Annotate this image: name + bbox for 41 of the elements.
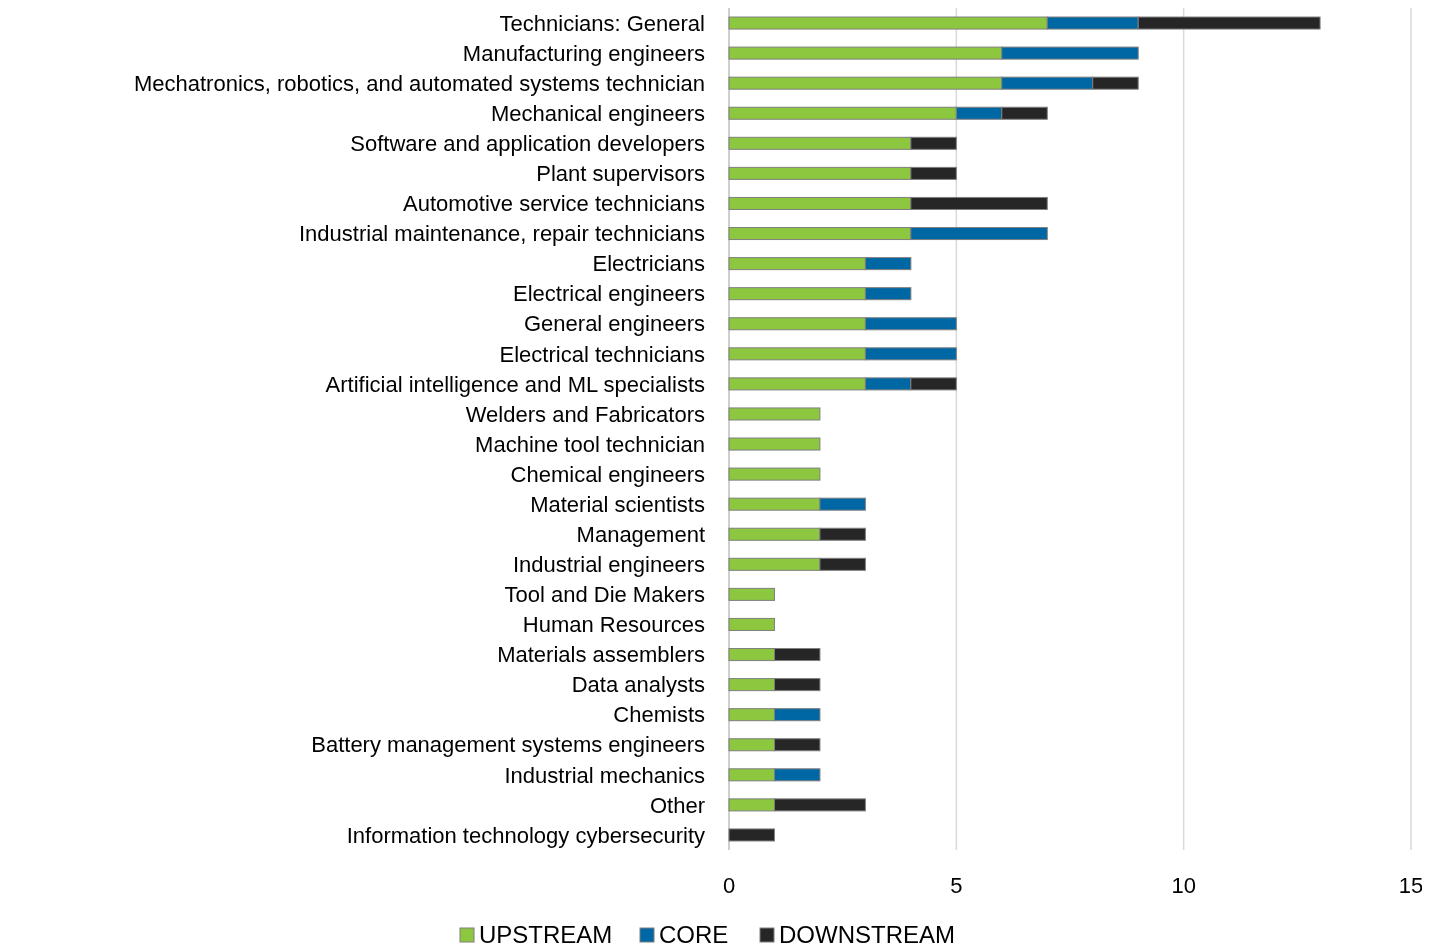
x-tick-label: 5 [950,872,963,898]
y-tick-label: Other [649,792,705,818]
y-tick-label: Chemical engineers [510,461,705,487]
x-tick-label: 0 [722,872,736,898]
y-tick-label: Information technology cybersecurity [346,822,705,848]
y-tick-label: Industrial engineers [512,552,705,578]
legend-label: CORE [659,921,729,949]
y-tick-label: Electrical engineers [513,281,705,307]
legend-label: UPSTREAM [479,921,613,949]
y-tick-label: Electricians [592,251,705,277]
y-tick-label: Artificial intelligence and ML specialists [325,371,705,397]
y-tick-label: Manufacturing engineers [462,40,705,66]
y-tick-label: Mechanical engineers [490,100,705,126]
y-tick-label: Plant supervisors [536,161,705,187]
y-tick-label: Technicians: General [499,10,705,36]
y-tick-label: General engineers [523,311,705,337]
y-tick-label: Industrial maintenance, repair technicians [298,221,705,247]
y-tick-label: Tool and Die Makers [504,582,705,608]
x-tick-label: 15 [1398,872,1424,898]
y-tick-label: Automotive service technicians [402,191,705,217]
bar [728,467,821,481]
y-tick-label: Material scientists [530,491,705,517]
y-tick-label: Human Resources [522,612,705,638]
legend-label: DOWNSTREAM [779,921,955,949]
y-tick-label: Data analysts [571,672,705,698]
bar [728,437,821,451]
y-tick-label: Chemists [613,702,705,728]
y-tick-label: Materials assemblers [497,642,705,668]
y-tick-label: Electrical technicians [499,341,705,367]
y-tick-label: Welders and Fabricators [465,401,705,427]
bar [728,828,775,842]
bar [728,617,775,631]
x-tick-label: 10 [1171,872,1196,898]
bar [728,407,821,421]
y-tick-label: Machine tool technician [475,431,705,457]
y-tick-label: Management [576,521,705,547]
bar [728,587,775,601]
y-tick-label: Software and application developers [350,131,705,157]
y-tick-label: Mechatronics, robotics, and automated systems technician [133,70,705,96]
y-tick-label: Battery management systems engineers [311,732,705,758]
y-tick-label: Industrial mechanics [504,762,705,788]
